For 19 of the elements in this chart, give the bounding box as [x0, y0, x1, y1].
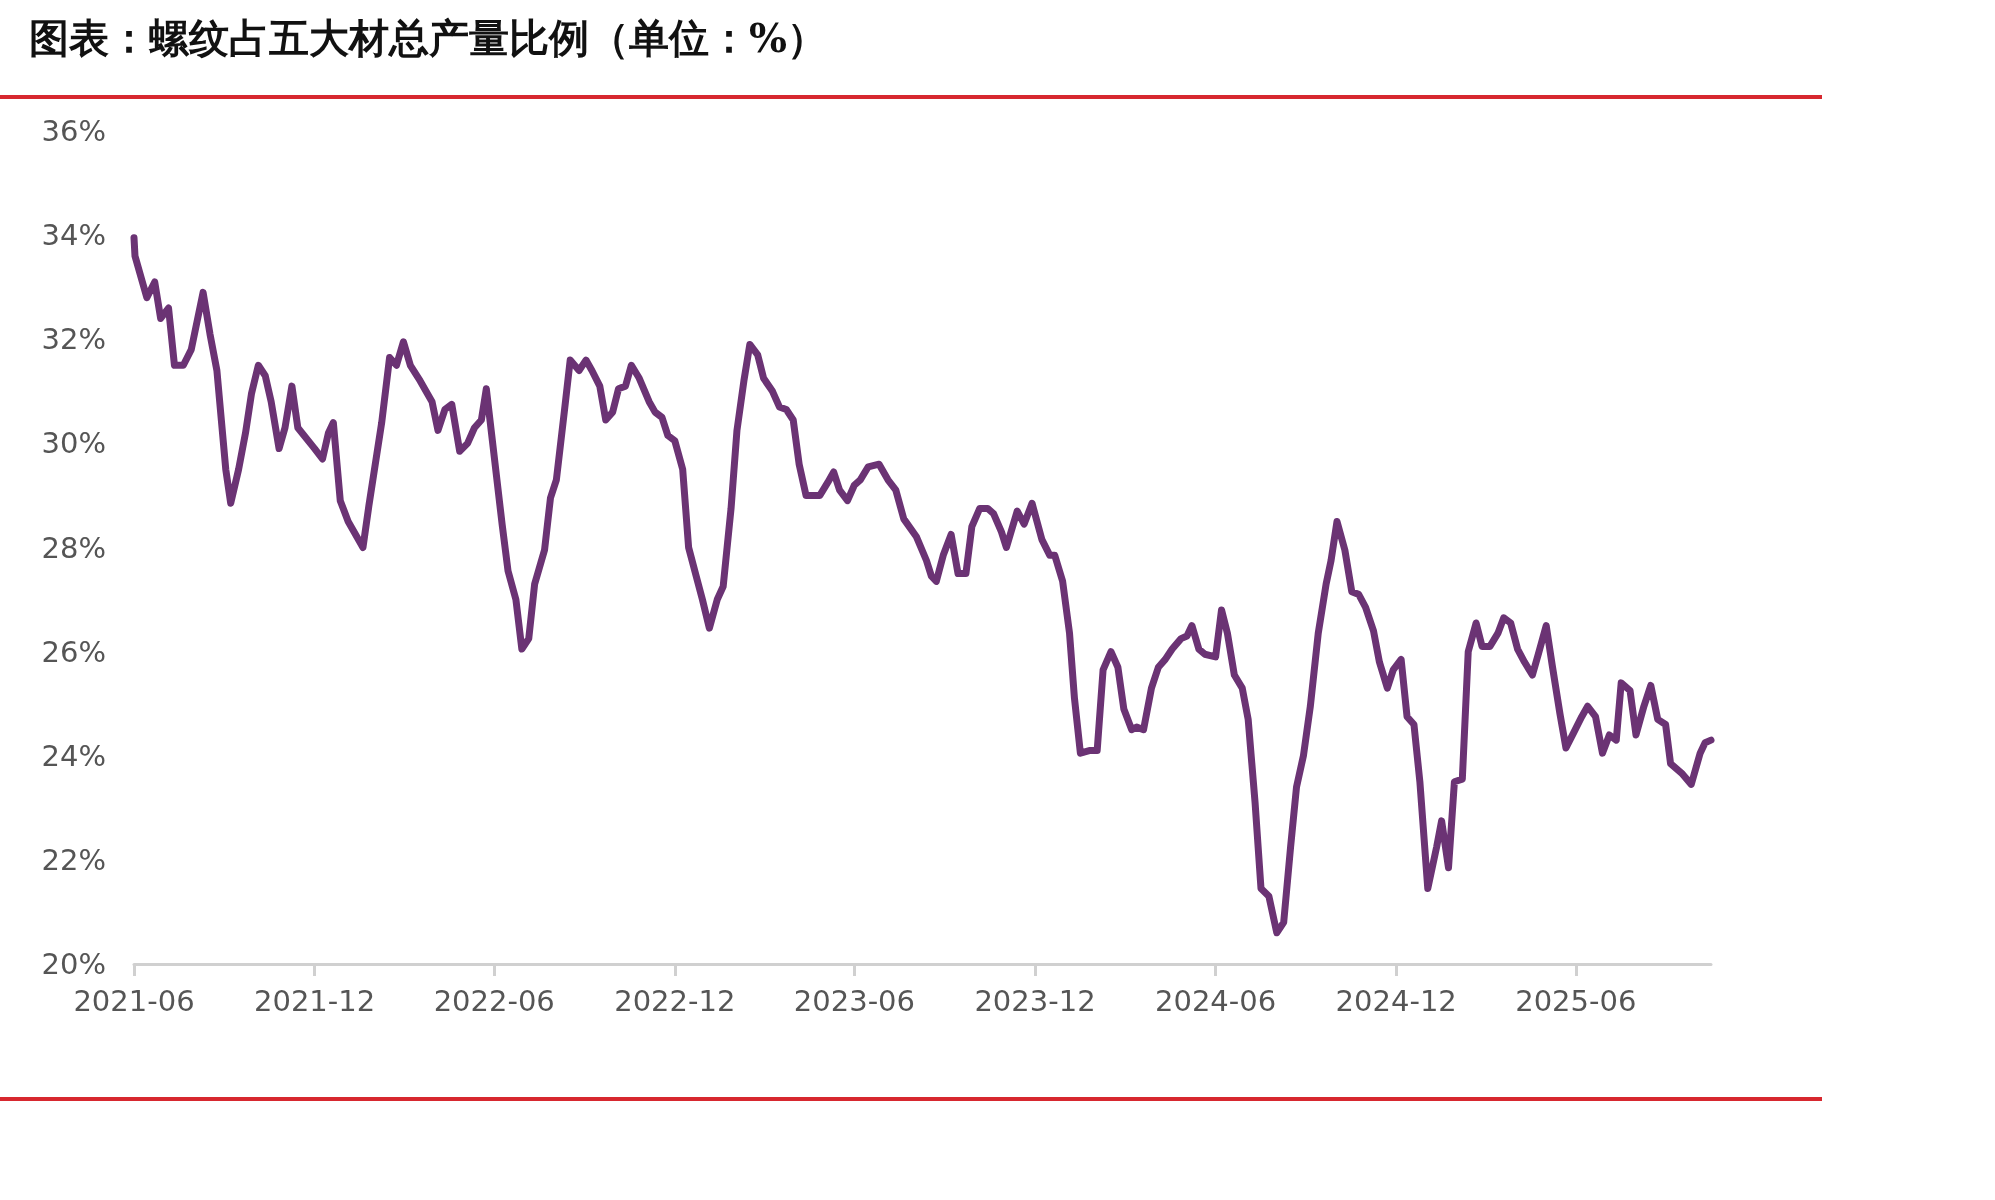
- x-tick-label: 2024-06: [1155, 983, 1277, 1018]
- y-tick-label: 34%: [41, 218, 106, 253]
- x-tick-label: 2021-12: [254, 983, 376, 1018]
- x-tick-label: 2021-06: [73, 983, 195, 1018]
- y-tick-label: 36%: [41, 114, 106, 148]
- x-tick-label: 2025-06: [1515, 983, 1637, 1018]
- y-tick-label: 26%: [41, 634, 106, 669]
- chart-title: 图表：螺纹占五大材总产量比例（单位：%）: [29, 13, 828, 61]
- y-tick-label: 22%: [41, 842, 106, 877]
- y-tick-label: 24%: [41, 738, 106, 773]
- x-tick-label: 2023-12: [974, 983, 1096, 1018]
- y-tick-label: 20%: [41, 947, 106, 981]
- y-tick-label: 28%: [41, 530, 106, 565]
- y-tick-label: 30%: [41, 426, 106, 461]
- x-tick-label: 2024-12: [1335, 983, 1457, 1018]
- x-tick-label: 2022-12: [614, 983, 736, 1018]
- x-tick-label: 2023-06: [793, 983, 915, 1018]
- y-tick-label: 32%: [41, 322, 106, 357]
- x-tick-label: 2022-06: [433, 983, 555, 1018]
